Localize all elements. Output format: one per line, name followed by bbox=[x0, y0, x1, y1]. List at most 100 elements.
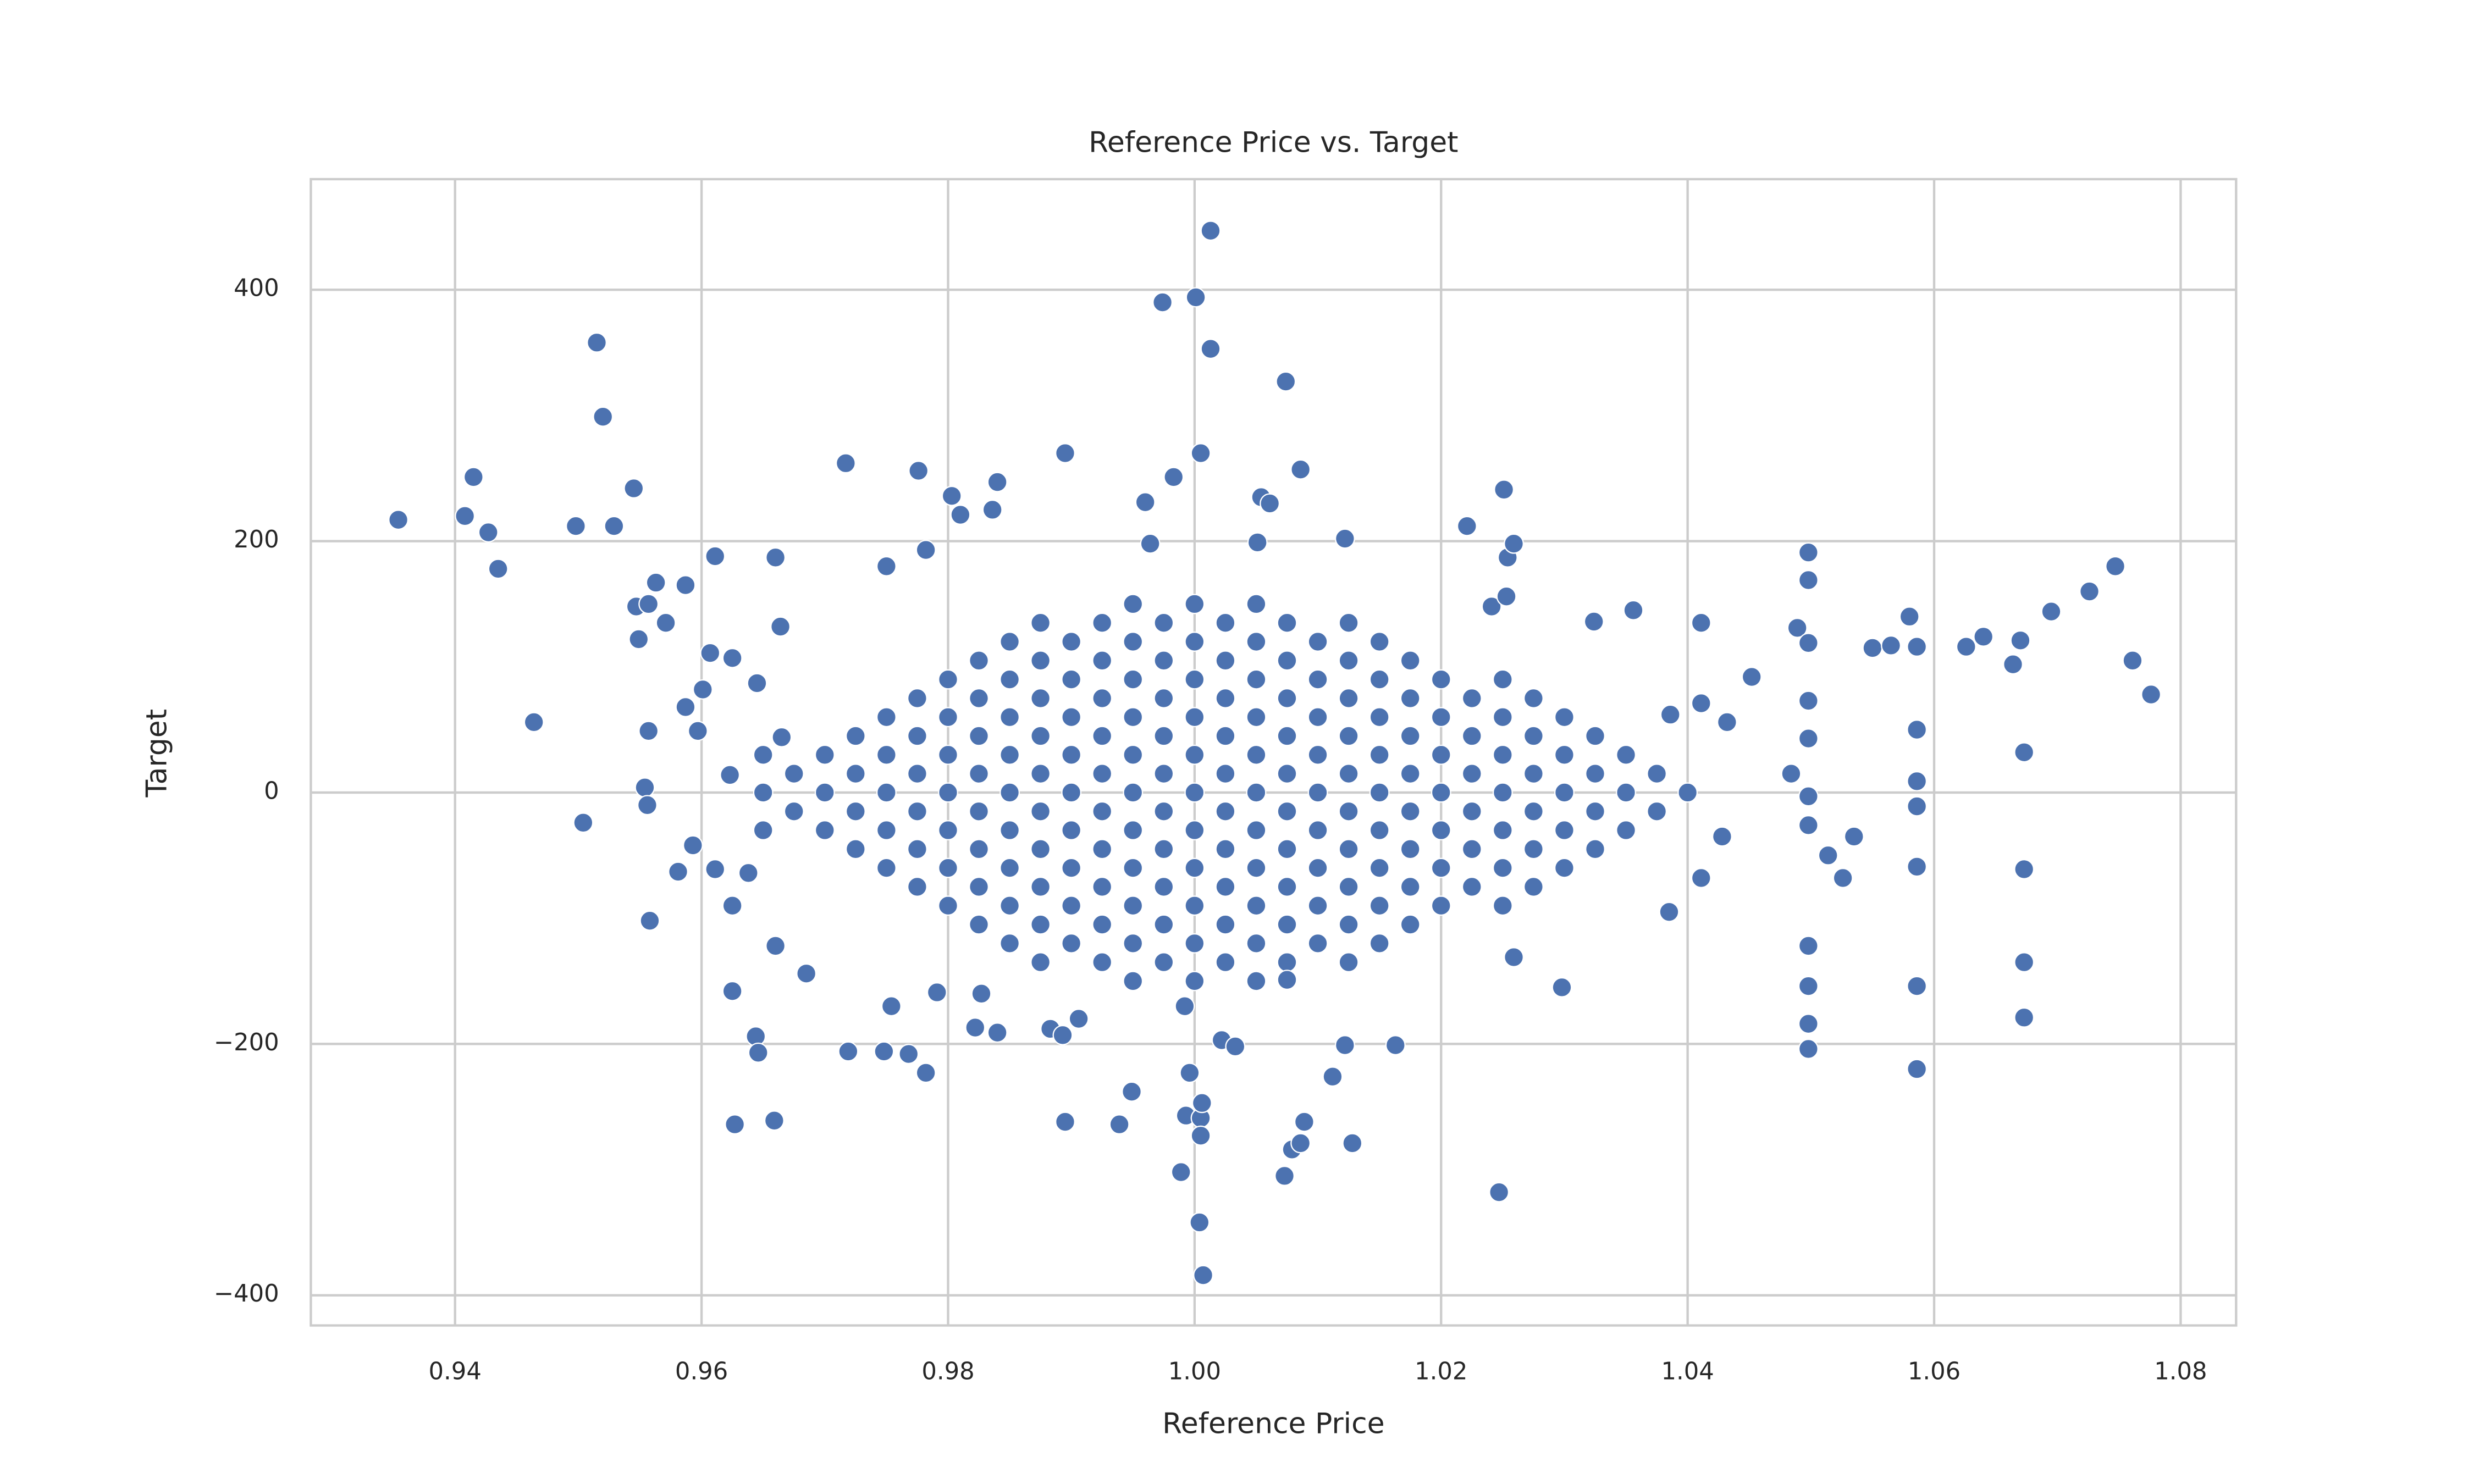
scatter-point bbox=[1153, 688, 1174, 708]
scatter-point bbox=[999, 707, 1020, 728]
scatter-point bbox=[1504, 947, 1524, 967]
scatter-point bbox=[1400, 688, 1421, 708]
scatter-point bbox=[1246, 594, 1267, 614]
scatter-point bbox=[1109, 1114, 1130, 1135]
scatter-point bbox=[1798, 690, 1819, 711]
scatter-point bbox=[1123, 895, 1144, 916]
scatter-point bbox=[969, 763, 989, 784]
scatter-point bbox=[604, 516, 625, 536]
scatter-point bbox=[1184, 744, 1205, 765]
scatter-point bbox=[1907, 796, 1928, 817]
scatter-point bbox=[1135, 492, 1156, 513]
scatter-point bbox=[969, 839, 989, 860]
scatter-point bbox=[907, 839, 927, 860]
scatter-point bbox=[1123, 594, 1144, 614]
scatter-point bbox=[938, 669, 958, 690]
scatter-point bbox=[623, 478, 644, 499]
scatter-point bbox=[907, 763, 927, 784]
scatter-point bbox=[1956, 636, 1976, 657]
y-tick-label: 200 bbox=[234, 526, 279, 553]
scatter-point bbox=[845, 839, 866, 860]
scatter-point bbox=[1456, 516, 1477, 536]
scatter-point bbox=[999, 857, 1020, 878]
scatter-point bbox=[1307, 895, 1328, 916]
scatter-point bbox=[1189, 1212, 1210, 1233]
scatter-point bbox=[1307, 744, 1328, 765]
scatter-point bbox=[675, 575, 696, 596]
scatter-point bbox=[876, 744, 897, 765]
scatter-point bbox=[1092, 650, 1113, 671]
scatter-point bbox=[1294, 1111, 1315, 1132]
scatter-point bbox=[1338, 688, 1359, 708]
scatter-point bbox=[1277, 650, 1297, 671]
plot-frame bbox=[310, 178, 2238, 1327]
scatter-point bbox=[874, 1041, 894, 1062]
scatter-point bbox=[965, 1017, 986, 1038]
scatter-point bbox=[814, 744, 835, 765]
scatter-point bbox=[1092, 726, 1113, 746]
scatter-point bbox=[1400, 650, 1421, 671]
scatter-point bbox=[845, 763, 866, 784]
scatter-point bbox=[1585, 726, 1605, 746]
scatter-point bbox=[1461, 726, 1482, 746]
scatter-point bbox=[1215, 726, 1236, 746]
scatter-point bbox=[1338, 801, 1359, 822]
scatter-point bbox=[1523, 876, 1544, 897]
scatter-point bbox=[1400, 839, 1421, 860]
scatter-point bbox=[1092, 801, 1113, 822]
scatter-point bbox=[1523, 688, 1544, 708]
scatter-point bbox=[1400, 726, 1421, 746]
scatter-point bbox=[1030, 839, 1051, 860]
scatter-point bbox=[1307, 857, 1328, 878]
scatter-point bbox=[1153, 612, 1174, 633]
scatter-point bbox=[1123, 971, 1144, 992]
x-tick-label: 1.02 bbox=[1415, 1358, 1467, 1386]
scatter-point bbox=[881, 996, 902, 1017]
scatter-point bbox=[907, 876, 927, 897]
scatter-point bbox=[876, 857, 897, 878]
scatter-point bbox=[1246, 857, 1267, 878]
scatter-point bbox=[668, 861, 688, 882]
scatter-point bbox=[1461, 839, 1482, 860]
scatter-point bbox=[1307, 820, 1328, 840]
scatter-point bbox=[1190, 443, 1211, 463]
scatter-point bbox=[1369, 895, 1390, 916]
scatter-point bbox=[999, 669, 1020, 690]
scatter-point bbox=[1277, 839, 1297, 860]
scatter-point bbox=[1523, 726, 1544, 746]
scatter-point bbox=[1338, 726, 1359, 746]
scatter-point bbox=[1691, 867, 1711, 888]
scatter-point bbox=[1492, 744, 1513, 765]
scatter-point bbox=[1215, 801, 1236, 822]
scatter-point bbox=[1832, 867, 1853, 888]
scatter-point bbox=[1691, 693, 1711, 714]
scatter-point bbox=[1123, 669, 1144, 690]
scatter-point bbox=[941, 485, 962, 506]
scatter-point bbox=[1092, 952, 1113, 973]
scatter-point bbox=[1523, 839, 1544, 860]
scatter-point bbox=[1322, 1066, 1343, 1087]
scatter-point bbox=[1798, 786, 1819, 807]
scatter-point bbox=[1338, 612, 1359, 633]
chart-title: Reference Price vs. Target bbox=[1089, 126, 1458, 159]
y-tick-label: 0 bbox=[264, 777, 279, 805]
scatter-point bbox=[938, 744, 958, 765]
scatter-point bbox=[1504, 533, 1524, 554]
scatter-point bbox=[1030, 952, 1051, 973]
x-tick-label: 0.98 bbox=[921, 1358, 974, 1386]
ticks: 0.94 0.96 0.98 1.00 1.02 1.04 1.06 1.08 −400 −200… bbox=[214, 275, 2207, 1386]
scatter-point bbox=[1338, 650, 1359, 671]
scatter-point bbox=[1179, 1062, 1200, 1083]
scatter-point bbox=[1907, 636, 1928, 657]
scatter-point bbox=[1030, 801, 1051, 822]
scatter-point bbox=[1338, 763, 1359, 784]
scatter-point bbox=[638, 594, 659, 614]
scatter-point bbox=[1184, 782, 1205, 803]
scatter-point bbox=[969, 650, 989, 671]
scatter-point bbox=[1307, 782, 1328, 803]
scatter-point bbox=[1496, 586, 1517, 607]
scatter-point bbox=[908, 461, 929, 481]
scatter-point bbox=[1523, 801, 1544, 822]
scatter-point bbox=[1369, 632, 1390, 652]
